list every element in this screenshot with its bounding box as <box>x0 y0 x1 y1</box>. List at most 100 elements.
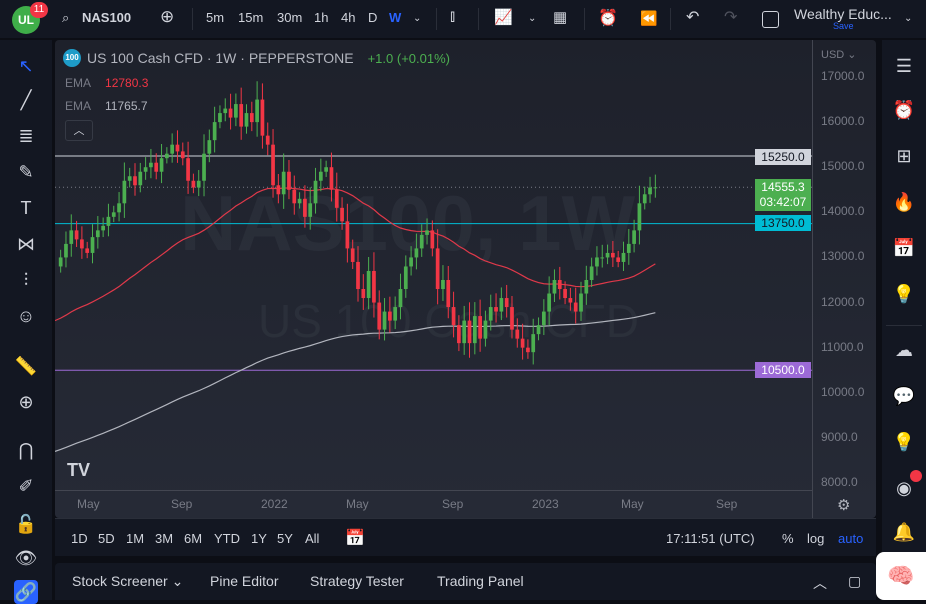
range-6m[interactable]: 6M <box>184 531 203 546</box>
tab-stock-screener[interactable]: Stock Screener ⌄ <box>72 573 184 589</box>
chevron-down-icon[interactable]: ⌄ <box>904 13 913 24</box>
collapse-legend-button[interactable]: ︿ <box>65 120 93 141</box>
range-1m[interactable]: 1M <box>126 531 145 546</box>
help-widget-icon[interactable]: 🧠 <box>876 552 926 600</box>
range-3m[interactable]: 3M <box>155 531 174 546</box>
tradingview-logo[interactable]: TV <box>67 460 91 480</box>
candle-body <box>526 347 530 353</box>
candle-body <box>80 239 84 249</box>
hotlist-icon[interactable]: 🔥 <box>892 192 916 212</box>
bottom-panel-tabs: Stock Screener ⌄ Pine Editor Strategy Te… <box>55 563 876 600</box>
indicators-icon[interactable]: 📈 <box>494 9 513 26</box>
candle-body <box>180 151 185 159</box>
layouts-icon[interactable]: ▦ <box>553 9 568 26</box>
interval-30m[interactable]: 30m <box>277 10 303 25</box>
price-tick: 16000.0 <box>821 114 865 129</box>
interval-4h[interactable]: 4h <box>341 10 356 25</box>
prediction-icon[interactable]: ⫶ <box>23 270 29 290</box>
candle-body <box>334 189 339 208</box>
candle-body <box>366 270 371 299</box>
eye-icon[interactable]: 👁 <box>14 548 38 568</box>
fullscreen-icon[interactable] <box>762 11 779 28</box>
range-5y[interactable]: 5Y <box>277 531 293 546</box>
candles-icon[interactable]: ⫾ <box>450 8 456 25</box>
magnet-icon[interactable]: ⋂ <box>18 440 34 460</box>
lock-drawing-icon[interactable]: ✐ <box>18 476 34 496</box>
interval-15m[interactable]: 15m <box>238 10 264 25</box>
add-symbol-icon[interactable]: ⊕ <box>160 7 175 26</box>
calendar-icon[interactable]: 📅 <box>892 238 916 258</box>
settings-icon[interactable]: ⚙ <box>837 497 851 514</box>
lock-icon[interactable]: 🔓 <box>14 514 38 534</box>
interval-1h[interactable]: 1h <box>314 10 329 25</box>
save-button[interactable]: Save <box>833 21 854 31</box>
interval-w[interactable]: W <box>389 10 402 25</box>
range-1d[interactable]: 1D <box>71 531 88 546</box>
candle-body <box>446 279 451 308</box>
price-tick: 9000.0 <box>821 429 858 444</box>
cursor-icon[interactable]: ↖ <box>18 56 34 76</box>
candle-body <box>101 225 105 231</box>
candle-body <box>377 302 382 330</box>
streams-icon[interactable]: 💡 <box>892 432 916 452</box>
candle-body <box>202 153 206 181</box>
tab-pine-editor[interactable]: Pine Editor <box>210 573 279 589</box>
alarm-icon[interactable]: ⏰ <box>892 100 916 120</box>
layout-name[interactable]: Wealthy Educ... <box>794 6 892 22</box>
alert-icon[interactable]: ⏰ <box>598 10 618 27</box>
undo-icon[interactable]: ↶ <box>686 9 700 26</box>
maximize-panel-icon[interactable]: ▢ <box>848 573 862 589</box>
tab-strategy-tester[interactable]: Strategy Tester <box>310 573 404 589</box>
ruler-icon[interactable]: 📏 <box>14 356 38 376</box>
watchlist-icon[interactable]: ☰ <box>895 56 913 76</box>
candle-body <box>531 334 536 353</box>
range-ytd[interactable]: YTD <box>214 531 240 546</box>
date-range-icon[interactable]: 📅 <box>345 530 365 547</box>
currency-select[interactable]: USD ⌄ <box>821 49 857 61</box>
current-price-label: 14555.3 03:42:07 <box>755 179 811 211</box>
symbol-title[interactable]: US 100 Cash CFD · 1W · PEPPERSTONE <box>87 50 354 66</box>
expand-panel-icon[interactable]: ︿ <box>813 575 827 591</box>
candle-body <box>350 248 355 262</box>
ema1-label[interactable]: EMA <box>65 76 92 90</box>
chevron-down-icon[interactable]: ⌄ <box>413 13 422 24</box>
log-toggle[interactable]: log <box>807 531 825 546</box>
percent-toggle[interactable]: % <box>782 531 794 546</box>
trend-line-icon[interactable]: ╱ <box>20 90 32 110</box>
tab-trading-panel[interactable]: Trading Panel <box>437 573 524 589</box>
clock-time[interactable]: 17:11:51 (UTC) <box>666 531 755 546</box>
time-tick: May <box>77 497 100 511</box>
range-1y[interactable]: 1Y <box>251 531 267 546</box>
candle-body <box>573 302 578 312</box>
interval-d[interactable]: D <box>368 10 378 25</box>
price-tick: 10000.0 <box>821 384 865 399</box>
ema2-label[interactable]: EMA <box>65 99 92 113</box>
fib-icon[interactable]: ≣ <box>18 126 34 146</box>
pattern-icon[interactable]: ⋈ <box>17 234 35 254</box>
chevron-down-icon[interactable]: ⌄ <box>528 13 537 24</box>
search-icon[interactable]: ⌕ <box>62 10 70 25</box>
text-icon[interactable]: T <box>20 198 32 218</box>
range-all[interactable]: All <box>305 531 320 546</box>
redo-icon: ↷ <box>724 9 738 26</box>
emoji-icon[interactable]: ☺ <box>16 306 36 326</box>
candle-body <box>271 144 275 186</box>
chart-pane[interactable]: NAS100, 1W US 100 Cash CFD 100 US 100 Ca… <box>55 40 876 518</box>
brush-icon[interactable]: ✎ <box>18 162 34 182</box>
messages-icon[interactable]: 💬 <box>892 386 916 406</box>
interval-5m[interactable]: 5m <box>206 10 225 25</box>
notifications-icon[interactable]: 🔔 <box>892 522 916 542</box>
link-icon[interactable]: 🔗 <box>14 580 38 604</box>
price-chart[interactable] <box>55 40 876 518</box>
symbol-search[interactable]: NAS100 <box>82 10 132 25</box>
range-5d[interactable]: 5D <box>98 531 115 546</box>
auto-toggle[interactable]: auto <box>838 531 864 546</box>
ema-slow-line <box>55 312 656 452</box>
replay-icon[interactable]: ⏪ <box>640 10 658 26</box>
object-tree-icon[interactable]: ⊞ <box>896 146 912 166</box>
broadcast-icon[interactable]: ◉ <box>896 478 912 498</box>
chats-icon[interactable]: ☁ <box>895 340 913 360</box>
zoom-icon[interactable]: ⊕ <box>18 392 34 412</box>
candle-body <box>579 293 583 312</box>
ideas-icon[interactable]: 💡 <box>892 284 916 304</box>
